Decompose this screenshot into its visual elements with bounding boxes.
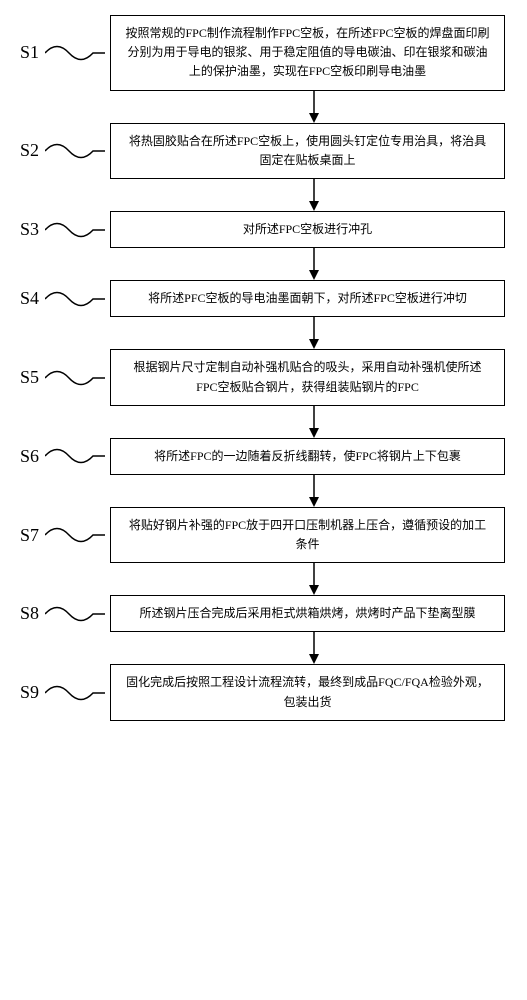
step-row: S8 所述钢片压合完成后采用柜式烘箱烘烤，烘烤时产品下垫离型膜 — [20, 595, 507, 632]
step-box: 按照常规的FPC制作流程制作FPC空板，在所述FPC空板的焊盘面印刷分别为用于导… — [110, 15, 505, 91]
step-text: 按照常规的FPC制作流程制作FPC空板，在所述FPC空板的焊盘面印刷分别为用于导… — [123, 24, 492, 82]
step-number: S7 — [20, 525, 39, 546]
step-box: 固化完成后按照工程设计流程流转，最终到成品FQC/FQA检验外观，包装出货 — [110, 664, 505, 720]
step-number: S8 — [20, 603, 39, 624]
step-text: 对所述FPC空板进行冲孔 — [243, 220, 372, 239]
step-number: S9 — [20, 682, 39, 703]
step-row: S3 对所述FPC空板进行冲孔 — [20, 211, 507, 248]
wave-icon — [45, 136, 105, 166]
step-text: 固化完成后按照工程设计流程流转，最终到成品FQC/FQA检验外观，包装出货 — [123, 673, 492, 711]
arrow-icon — [20, 475, 507, 507]
step-box: 对所述FPC空板进行冲孔 — [110, 211, 505, 248]
step-label: S2 — [20, 140, 90, 161]
step-row: S1 按照常规的FPC制作流程制作FPC空板，在所述FPC空板的焊盘面印刷分别为… — [20, 15, 507, 91]
step-box: 将热固胶贴合在所述FPC空板上，使用圆头钉定位专用治具，将治具固定在贴板桌面上 — [110, 123, 505, 179]
step-row: S5 根据钢片尺寸定制自动补强机贴合的吸头，采用自动补强机使所述FPC空板贴合钢… — [20, 349, 507, 405]
step-box: 根据钢片尺寸定制自动补强机贴合的吸头，采用自动补强机使所述FPC空板贴合钢片，获… — [110, 349, 505, 405]
step-label: S9 — [20, 682, 90, 703]
step-text: 将所述FPC的一边随着反折线翻转，使FPC将钢片上下包裹 — [154, 447, 461, 466]
step-number: S2 — [20, 140, 39, 161]
step-box: 所述钢片压合完成后采用柜式烘箱烘烤，烘烤时产品下垫离型膜 — [110, 595, 505, 632]
arrow-icon — [20, 179, 507, 211]
step-label: S6 — [20, 446, 90, 467]
step-text: 将贴好钢片补强的FPC放于四开口压制机器上压合，遵循预设的加工条件 — [123, 516, 492, 554]
step-row: S9 固化完成后按照工程设计流程流转，最终到成品FQC/FQA检验外观，包装出货 — [20, 664, 507, 720]
step-text: 根据钢片尺寸定制自动补强机贴合的吸头，采用自动补强机使所述FPC空板贴合钢片，获… — [123, 358, 492, 396]
step-number: S5 — [20, 367, 39, 388]
step-label: S1 — [20, 42, 90, 63]
step-box: 将所述FPC的一边随着反折线翻转，使FPC将钢片上下包裹 — [110, 438, 505, 475]
step-text: 将热固胶贴合在所述FPC空板上，使用圆头钉定位专用治具，将治具固定在贴板桌面上 — [123, 132, 492, 170]
wave-icon — [45, 38, 105, 68]
arrow-icon — [20, 632, 507, 664]
step-box: 将所述PFC空板的导电油墨面朝下，对所述FPC空板进行冲切 — [110, 280, 505, 317]
wave-icon — [45, 678, 105, 708]
arrow-icon — [20, 563, 507, 595]
step-number: S4 — [20, 288, 39, 309]
wave-icon — [45, 363, 105, 393]
step-row: S6 将所述FPC的一边随着反折线翻转，使FPC将钢片上下包裹 — [20, 438, 507, 475]
step-label: S7 — [20, 525, 90, 546]
step-row: S2 将热固胶贴合在所述FPC空板上，使用圆头钉定位专用治具，将治具固定在贴板桌… — [20, 123, 507, 179]
step-row: S7 将贴好钢片补强的FPC放于四开口压制机器上压合，遵循预设的加工条件 — [20, 507, 507, 563]
step-number: S6 — [20, 446, 39, 467]
step-label: S4 — [20, 288, 90, 309]
wave-icon — [45, 520, 105, 550]
wave-icon — [45, 599, 105, 629]
wave-icon — [45, 284, 105, 314]
step-number: S3 — [20, 219, 39, 240]
flowchart-container: S1 按照常规的FPC制作流程制作FPC空板，在所述FPC空板的焊盘面印刷分别为… — [20, 15, 507, 721]
arrow-icon — [20, 317, 507, 349]
step-box: 将贴好钢片补强的FPC放于四开口压制机器上压合，遵循预设的加工条件 — [110, 507, 505, 563]
wave-icon — [45, 215, 105, 245]
step-text: 将所述PFC空板的导电油墨面朝下，对所述FPC空板进行冲切 — [148, 289, 467, 308]
wave-icon — [45, 441, 105, 471]
step-number: S1 — [20, 42, 39, 63]
step-label: S5 — [20, 367, 90, 388]
arrow-icon — [20, 406, 507, 438]
step-row: S4 将所述PFC空板的导电油墨面朝下，对所述FPC空板进行冲切 — [20, 280, 507, 317]
step-label: S3 — [20, 219, 90, 240]
step-text: 所述钢片压合完成后采用柜式烘箱烘烤，烘烤时产品下垫离型膜 — [139, 604, 475, 623]
arrow-icon — [20, 248, 507, 280]
arrow-icon — [20, 91, 507, 123]
step-label: S8 — [20, 603, 90, 624]
